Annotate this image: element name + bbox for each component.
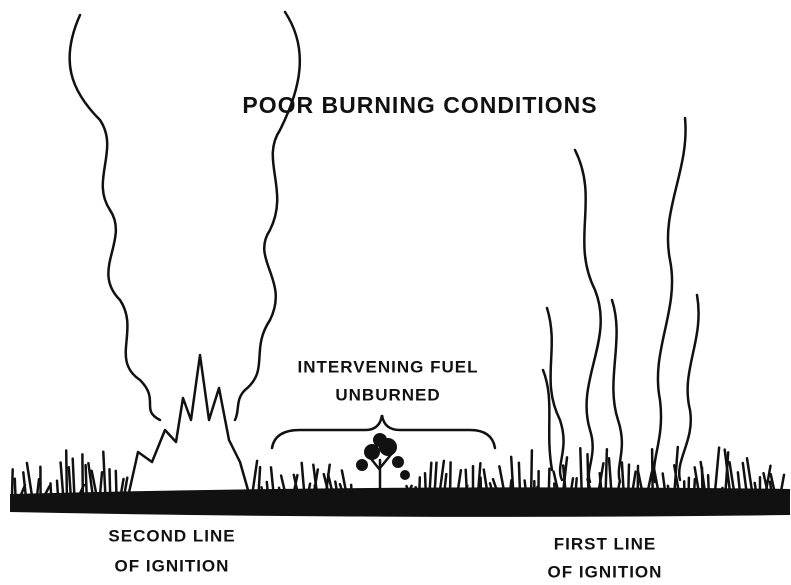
label-line: SECOND LINE	[108, 526, 235, 545]
ground	[10, 487, 790, 517]
grass-blade	[86, 465, 87, 496]
grass-blade	[12, 469, 13, 496]
label-line: UNBURNED	[335, 385, 440, 404]
bush	[356, 433, 410, 497]
grass-blade	[73, 459, 75, 496]
smoke-plume-right	[235, 12, 300, 420]
title: POOR BURNING CONDITIONS	[242, 92, 597, 118]
grass-blade	[61, 463, 64, 497]
flames	[128, 355, 250, 497]
smoke-plume-left	[70, 15, 160, 420]
grass-blade	[23, 472, 26, 496]
grass-blade	[66, 451, 67, 497]
grass-blade	[88, 463, 92, 496]
diagram: POOR BURNING CONDITIONS INTERVENING FUEL…	[0, 0, 791, 585]
label-line: FIRST LINE	[554, 534, 657, 553]
smoke-wisps	[543, 118, 699, 482]
grass-blade	[103, 452, 105, 496]
grass-blade	[15, 479, 16, 496]
label-line: OF IGNITION	[115, 556, 230, 575]
label-line: INTERVENING FUEL	[298, 357, 479, 376]
grass-blade	[69, 467, 71, 496]
grass-blade	[27, 463, 32, 496]
label-line: OF IGNITION	[548, 562, 663, 581]
